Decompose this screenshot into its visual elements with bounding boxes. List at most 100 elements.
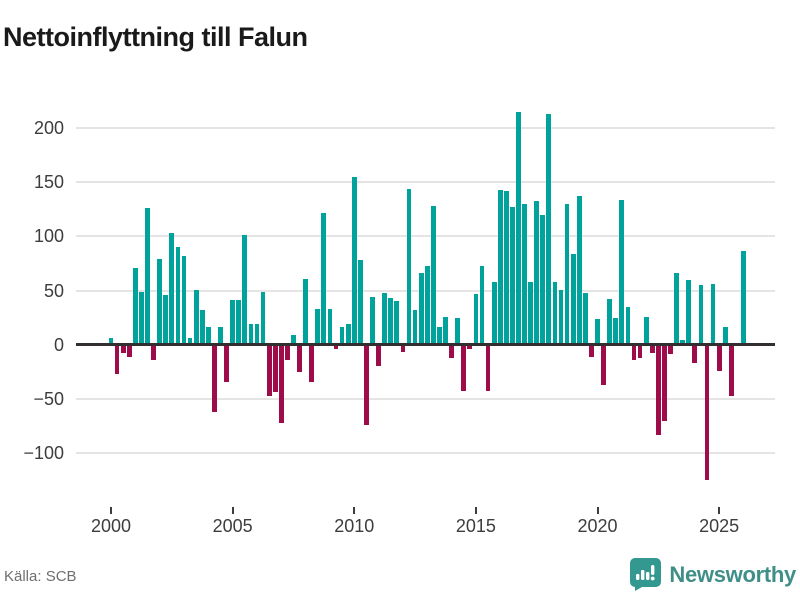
bar[interactable]	[412, 310, 418, 345]
bar[interactable]	[637, 344, 643, 358]
bar[interactable]	[595, 318, 600, 345]
bar[interactable]	[388, 298, 394, 345]
bar[interactable]	[443, 316, 448, 345]
bar[interactable]	[558, 289, 564, 345]
bar[interactable]	[509, 207, 515, 345]
bar[interactable]	[479, 265, 485, 345]
bar[interactable]	[516, 111, 521, 345]
bar[interactable]	[187, 338, 193, 345]
bar[interactable]	[327, 308, 333, 345]
bar[interactable]	[491, 281, 497, 345]
bar[interactable]	[455, 317, 461, 345]
bar[interactable]	[303, 278, 308, 345]
bar[interactable]	[218, 327, 223, 345]
bar[interactable]	[321, 212, 327, 345]
bar[interactable]	[126, 344, 132, 357]
bar[interactable]	[485, 344, 491, 392]
bar[interactable]	[309, 344, 315, 382]
bar[interactable]	[145, 208, 150, 345]
bar[interactable]	[728, 344, 734, 396]
bar[interactable]	[564, 203, 570, 345]
bar[interactable]	[473, 293, 479, 345]
bar[interactable]	[449, 344, 454, 358]
bar[interactable]	[589, 344, 594, 357]
bar[interactable]	[522, 203, 527, 345]
bar[interactable]	[248, 324, 254, 345]
bar[interactable]	[364, 344, 369, 425]
bar[interactable]	[139, 291, 144, 345]
bar[interactable]	[175, 247, 181, 345]
bar[interactable]	[546, 114, 552, 345]
bar[interactable]	[497, 189, 503, 345]
bar[interactable]	[400, 344, 406, 353]
bar[interactable]	[528, 281, 533, 345]
bar[interactable]	[315, 308, 321, 345]
bar[interactable]	[181, 255, 187, 345]
bar[interactable]	[193, 289, 199, 345]
bar[interactable]	[333, 344, 339, 350]
bar[interactable]	[114, 344, 120, 374]
bar[interactable]	[339, 327, 345, 345]
bar[interactable]	[132, 267, 138, 345]
bar[interactable]	[345, 324, 351, 345]
bar[interactable]	[655, 344, 661, 435]
bar[interactable]	[722, 327, 728, 345]
bar[interactable]	[224, 344, 229, 382]
bar[interactable]	[662, 344, 667, 421]
bar[interactable]	[613, 317, 619, 345]
bar[interactable]	[157, 259, 163, 345]
bar[interactable]	[278, 344, 284, 423]
bar[interactable]	[643, 316, 649, 345]
bar[interactable]	[534, 200, 540, 345]
bar[interactable]	[230, 300, 236, 345]
bar[interactable]	[552, 281, 558, 345]
bar[interactable]	[570, 253, 576, 345]
bar[interactable]	[254, 324, 260, 345]
bar[interactable]	[601, 344, 606, 385]
bar[interactable]	[698, 285, 704, 345]
newsworthy-logo[interactable]: Newsworthy	[630, 558, 796, 591]
bar[interactable]	[437, 327, 442, 345]
bar[interactable]	[242, 235, 248, 345]
bar[interactable]	[710, 284, 716, 345]
bar[interactable]	[686, 279, 692, 345]
bar[interactable]	[540, 214, 546, 345]
bar[interactable]	[741, 250, 746, 345]
bar[interactable]	[692, 344, 698, 364]
bar[interactable]	[382, 292, 388, 345]
bar[interactable]	[607, 299, 613, 345]
bar[interactable]	[582, 292, 588, 345]
bar[interactable]	[108, 338, 114, 345]
bar[interactable]	[260, 291, 266, 345]
bar[interactable]	[357, 260, 363, 345]
bar[interactable]	[424, 265, 430, 345]
bar[interactable]	[284, 344, 290, 360]
bar[interactable]	[716, 344, 722, 371]
bar[interactable]	[376, 344, 381, 367]
bar[interactable]	[236, 300, 242, 345]
bar[interactable]	[704, 344, 710, 481]
bar[interactable]	[406, 188, 412, 345]
bar[interactable]	[461, 344, 467, 392]
bar[interactable]	[351, 176, 357, 345]
bar[interactable]	[625, 306, 631, 345]
bar[interactable]	[430, 206, 436, 345]
bar[interactable]	[576, 196, 582, 345]
bar[interactable]	[394, 301, 400, 345]
bar[interactable]	[151, 344, 156, 360]
bar[interactable]	[169, 233, 175, 345]
bar[interactable]	[120, 344, 126, 354]
bar[interactable]	[205, 327, 211, 345]
bar[interactable]	[619, 199, 625, 345]
bar[interactable]	[631, 344, 637, 360]
bar[interactable]	[668, 344, 673, 355]
bar[interactable]	[418, 273, 424, 345]
bar[interactable]	[266, 344, 272, 396]
bar[interactable]	[297, 344, 302, 372]
bar[interactable]	[674, 273, 679, 345]
bar[interactable]	[370, 297, 375, 345]
bar[interactable]	[649, 344, 655, 354]
bar[interactable]	[680, 340, 686, 345]
bar[interactable]	[212, 344, 217, 412]
bar[interactable]	[503, 190, 509, 345]
